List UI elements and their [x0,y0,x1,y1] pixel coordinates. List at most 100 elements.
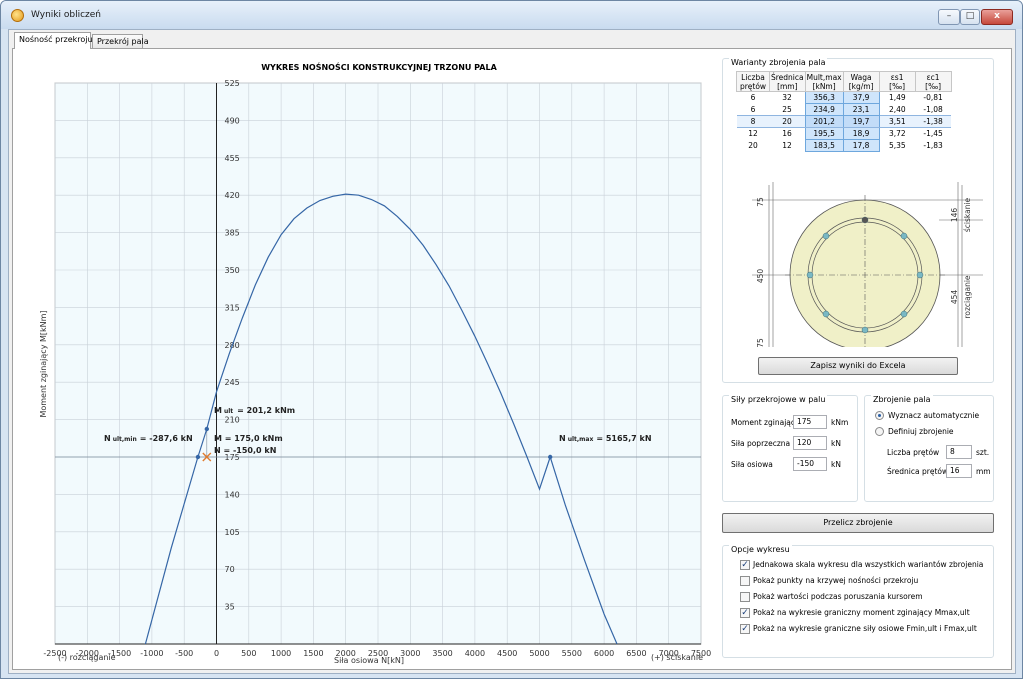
capacity-point [548,454,553,460]
bar-diameter-input[interactable]: 16 [946,464,972,478]
option-label-show-points[interactable]: Pokaż punkty na krzywej nośności przekro… [753,576,919,585]
option-checkbox-same-scale[interactable]: ✓ [740,560,750,570]
bars-count-input[interactable]: 8 [946,445,972,459]
auto-radio-label[interactable]: Wyznacz automatycznie [888,411,980,420]
right-note: (+) ściskanie [651,652,703,662]
option-label-mmax[interactable]: Pokaż na wykresie graniczny moment zgina… [753,608,970,617]
x-tick-label: 5000 [529,649,549,658]
rebar [806,271,814,279]
reinforcement-panel: Zbrojenie pala Wyznacz automatycznie Def… [864,395,994,502]
window-title: Wyniki obliczeń [31,10,101,20]
x-tick-label: -2000 [76,649,99,658]
y-tick-label: 105 [225,528,240,537]
option-label-same-scale[interactable]: Jednakowa skala wykresu dla wszystkich w… [753,560,984,569]
variants-table[interactable]: Liczba prętów Średnica [mm] Mult,max [kNm] … [736,71,952,152]
bars-count-unit: szt. [976,448,990,457]
col-header: εc1 [‰] [914,71,952,92]
col-header: Liczba prętów [736,71,770,92]
recalculate-button[interactable]: Przelicz zbrojenie [722,513,994,533]
capacity-point [204,426,210,432]
x-tick-label: 5500 [562,649,582,658]
dim-tension: 454 [950,290,959,305]
x-tick-label: 1500 [303,649,323,658]
option-checkbox-mmax[interactable]: ✓ [740,608,750,618]
option-label-show-values[interactable]: Pokaż wartości podczas poruszania kursor… [753,592,923,601]
reinforcement-title: Zbrojenie pala [871,395,933,404]
y-tick-label: 140 [225,490,240,499]
y-tick-label: 490 [225,116,240,125]
option-checkbox-show-points[interactable] [740,576,750,586]
x-tick-label: 3000 [400,649,420,658]
bars-count-label: Liczba prętów [887,448,940,457]
x-tick-label: 4500 [497,649,517,658]
x-tick-label: 0 [214,649,219,658]
define-radio[interactable] [875,427,884,436]
tab-nosnosc-przekroju[interactable]: Nośność przekroju [14,32,93,49]
tension-label: rozciąganie [963,275,972,318]
dim-top: 75 [756,197,765,207]
y-tick-label: 70 [225,565,235,574]
maximize-button[interactable]: □ [960,9,980,25]
export-excel-button[interactable]: Zapisz wyniki do Excela [758,357,958,375]
capacity-chart: WYKRES NOŚNOŚCI KONSTRUKCYJNEJ TRZONU PA… [39,61,711,665]
table-row[interactable]: 6 32 356,3 37,9 1,49 -0,81 [750,91,943,104]
rebar [822,310,830,318]
option-label-fminmax[interactable]: Pokaż na wykresie graniczne siły osiowe … [753,624,977,633]
rebar [900,232,908,240]
moment-unit: kNm [831,418,849,427]
y-tick-label: 525 [225,79,240,88]
y-tick-label: 315 [225,303,240,312]
forces-panel: Siły przekrojowe w palu Moment zginający… [722,395,858,502]
moment-input[interactable]: 175 [793,415,827,429]
chart-grid [54,82,702,644]
y-tick-label: 420 [225,191,240,200]
col-header: εs1 [‰] [878,71,916,92]
col-header: Średnica [mm] [769,71,806,92]
dim-mid: 450 [756,269,765,284]
table-row[interactable]: 20 12 183,5 17,8 5,35 -1,83 [748,139,943,152]
axial-label: Siła osiowa [731,460,773,469]
x-axis-label: Siła osiowa N[kN] [334,656,404,665]
rebar [900,310,908,318]
close-button[interactable]: x [981,9,1013,25]
variants-panel: Warianty zbrojenia pala Liczba prętów Śre… [722,58,994,383]
y-tick-label: 350 [225,266,240,275]
y-tick-label: 35 [225,603,235,612]
y-tick-label: 175 [225,453,240,462]
x-tick-label: -1500 [108,649,131,658]
table-row[interactable]: 6 25 234,9 23,1 2,40 -1,08 [750,103,943,116]
x-tick-label: 500 [241,649,256,658]
chart-axes [55,83,701,645]
dim-compression: 146 [950,208,959,223]
minimize-button[interactable]: – [938,9,960,25]
dim-bot: 75 [756,338,765,347]
option-checkbox-show-values[interactable] [740,592,750,602]
capacity-curve [55,193,701,645]
axial-input[interactable]: -150 [793,457,827,471]
table-row[interactable]: 12 16 195,5 18,9 3,72 -1,45 [748,127,943,140]
x-tick-label: 2500 [368,649,388,658]
title-bar[interactable]: Wyniki obliczeń – □ x [1,1,1022,29]
app-icon [11,9,24,22]
table-row-selected[interactable]: 8 20 201,2 19,7 3,51 -1,38 [736,115,952,128]
y-tick-label: 385 [225,229,240,238]
define-radio-label[interactable]: Definiuj zbrojenie [888,427,954,436]
auto-radio[interactable] [875,411,884,420]
left-note: (-) rozciąganie [58,653,116,662]
rebar [822,232,830,240]
variants-title: Warianty zbrojenia pala [729,58,828,67]
bar-diameter-label: Średnica prętów [887,467,949,476]
option-checkbox-fminmax[interactable]: ✓ [740,624,750,634]
n-value-label: N = -150,0 kN [214,446,276,455]
chart-ticks: -2500 -2000 -1500 -1000 -500 0 500 1000 1500 2000… [43,79,711,658]
bar-diameter-unit: mm [976,467,991,476]
shear-input[interactable]: 120 [793,436,827,450]
x-tick-label: 6500 [626,649,646,658]
x-tick-label: 7000 [659,649,679,658]
shear-unit: kN [831,439,841,448]
tab-przekroj-pala[interactable]: Przekrój pala [92,34,149,49]
tab-page: WYKRES NOŚNOŚCI KONSTRUKCYJNEJ TRZONU PA… [12,48,1012,670]
